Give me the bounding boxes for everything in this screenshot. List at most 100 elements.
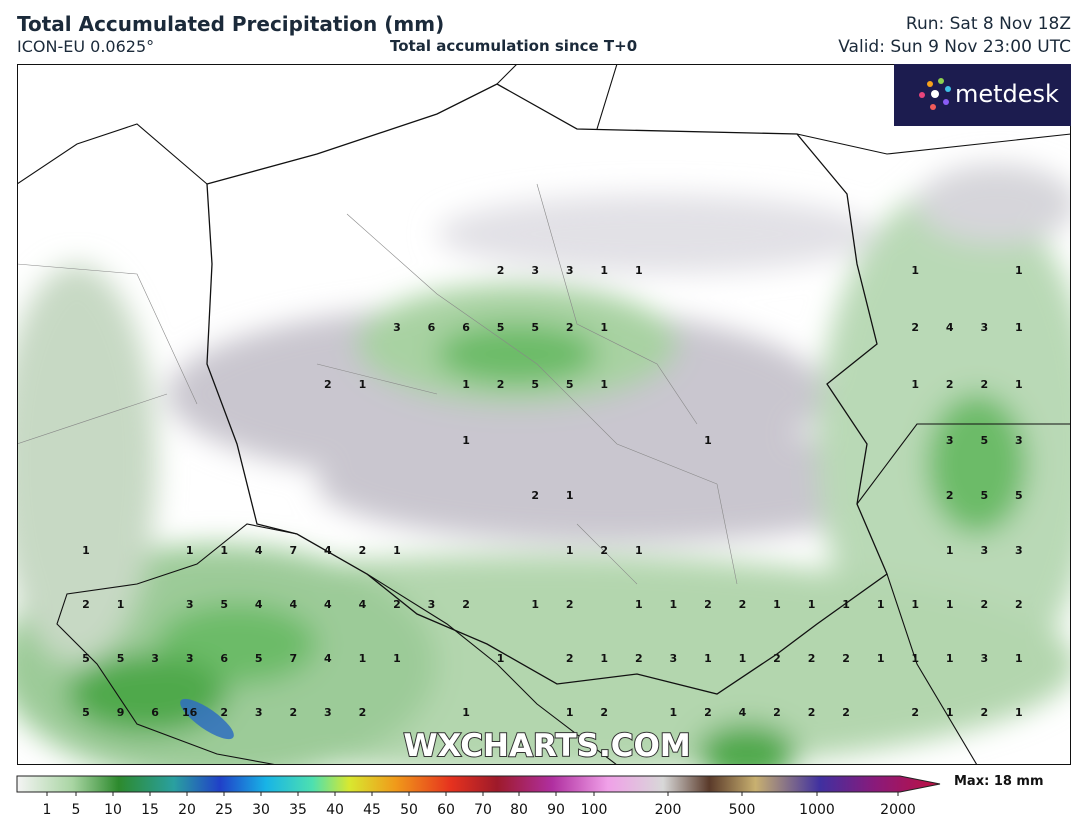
precip-label: 2 xyxy=(359,544,367,557)
precip-label: 3 xyxy=(255,706,263,719)
precip-label: 1 xyxy=(393,652,401,665)
precip-label: 5 xyxy=(497,321,505,334)
precip-label: 5 xyxy=(531,321,539,334)
precip-label: 9 xyxy=(117,706,125,719)
precip-label: 3 xyxy=(531,264,539,277)
valid-time: Valid: Sun 9 Nov 23:00 UTC xyxy=(838,37,1071,57)
precip-label: 3 xyxy=(393,321,401,334)
precip-label: 1 xyxy=(566,706,574,719)
precip-label: 2 xyxy=(324,378,332,391)
precip-label: 2 xyxy=(980,598,988,611)
precip-label: 5 xyxy=(1015,489,1023,502)
precip-label: 2 xyxy=(566,652,574,665)
precip-label: 2 xyxy=(911,706,919,719)
precip-label: 5 xyxy=(82,706,90,719)
colorbar-tick-label: 15 xyxy=(141,802,159,818)
precip-label: 3 xyxy=(428,598,436,611)
precip-label: 5 xyxy=(980,434,988,447)
precip-label: 1 xyxy=(1015,264,1023,277)
precip-label: 1 xyxy=(911,652,919,665)
precip-label: 3 xyxy=(324,706,332,719)
precip-label: 1 xyxy=(911,598,919,611)
precip-label: 4 xyxy=(255,598,263,611)
precip-label: 1 xyxy=(531,598,539,611)
precip-label: 1 xyxy=(600,264,608,277)
precip-label: 1 xyxy=(462,706,470,719)
precip-label: 1 xyxy=(1015,652,1023,665)
colorbar-tick-label: 20 xyxy=(178,802,196,818)
precip-label: 2 xyxy=(842,652,850,665)
precip-label: 2 xyxy=(704,706,712,719)
precip-label: 2 xyxy=(773,706,781,719)
colorbar-tick-label: 200 xyxy=(655,802,682,818)
precip-label: 2 xyxy=(980,378,988,391)
precip-label: 5 xyxy=(531,378,539,391)
map: 2 3 3 1 1 1 1 3 6 6 5 5 2 1 2 4 3 1 2 1 1 2 5 5 1 1 2 2 1 1 1 3 5 3 2 1 2 5 5 1… xyxy=(17,64,1071,765)
precip-label: 2 xyxy=(462,598,470,611)
precip-label: 1 xyxy=(946,652,954,665)
precip-label: 1 xyxy=(566,544,574,557)
precip-label: 2 xyxy=(82,598,90,611)
logo-icon xyxy=(919,78,951,110)
precip-label: 4 xyxy=(324,544,332,557)
precip-label: 1 xyxy=(462,378,470,391)
colorbar-tick-label: 50 xyxy=(400,802,418,818)
precip-label: 4 xyxy=(739,706,747,719)
colorbar-tick-label: 90 xyxy=(547,802,565,818)
precip-label: 2 xyxy=(600,706,608,719)
precip-label: 2 xyxy=(946,378,954,391)
precip-label: 2 xyxy=(739,598,747,611)
precip-label: 1 xyxy=(82,544,90,557)
colorbar-tick-label: 10 xyxy=(104,802,122,818)
precip-label: 4 xyxy=(255,544,263,557)
precip-label: 1 xyxy=(877,598,885,611)
colorbar-tick-label: 2000 xyxy=(880,802,916,818)
colorbar-tick-label: 70 xyxy=(474,802,492,818)
precip-label: 1 xyxy=(220,544,228,557)
colorbar: 1 5 10 15 20 25 30 35 40 45 50 60 70 80 90 100 200 500 100… xyxy=(16,775,941,818)
precip-label: 1 xyxy=(635,544,643,557)
precip-labels: 2 3 3 1 1 1 1 3 6 6 5 5 2 1 2 4 3 1 2 1 1 2 5 5 1 1 2 2 1 1 1 3 5 3 2 1 2 5 5 1… xyxy=(82,264,1023,719)
precip-label: 5 xyxy=(980,489,988,502)
precip-label: 6 xyxy=(462,321,470,334)
colorbar-scale xyxy=(16,775,941,793)
precip-label: 2 xyxy=(773,652,781,665)
precip-label: 1 xyxy=(1015,378,1023,391)
precip-label: 5 xyxy=(117,652,125,665)
colorbar-tick-label: 40 xyxy=(326,802,344,818)
precip-label: 4 xyxy=(324,652,332,665)
colorbar-tick-label: 25 xyxy=(215,802,233,818)
precip-label: 1 xyxy=(911,378,919,391)
precip-label: 1 xyxy=(946,706,954,719)
colorbar-tick-label: 100 xyxy=(581,802,608,818)
precip-label: 2 xyxy=(220,706,228,719)
precip-label: 1 xyxy=(393,544,401,557)
precip-label: 4 xyxy=(946,321,954,334)
precip-label: 1 xyxy=(635,264,643,277)
title: Total Accumulated Precipitation (mm) xyxy=(17,12,445,36)
precip-label: 3 xyxy=(670,652,678,665)
precip-label: 5 xyxy=(566,378,574,391)
precip-label: 4 xyxy=(289,598,297,611)
precip-label: 4 xyxy=(324,598,332,611)
precip-label: 3 xyxy=(186,598,194,611)
precip-label: 2 xyxy=(393,598,401,611)
precip-label: 1 xyxy=(946,544,954,557)
precip-label: 1 xyxy=(497,652,505,665)
precip-label: 3 xyxy=(1015,434,1023,447)
precip-label: 2 xyxy=(635,652,643,665)
precip-label: 1 xyxy=(635,598,643,611)
logo-text: metdesk xyxy=(955,80,1059,108)
precip-label: 7 xyxy=(289,652,297,665)
precip-label: 3 xyxy=(566,264,574,277)
precip-label: 1 xyxy=(566,489,574,502)
precip-label: 3 xyxy=(946,434,954,447)
precip-label: 1 xyxy=(1015,321,1023,334)
precip-label: 1 xyxy=(670,706,678,719)
precip-label: 4 xyxy=(359,598,367,611)
precip-label: 1 xyxy=(600,321,608,334)
precip-label: 1 xyxy=(359,378,367,391)
precip-label: 5 xyxy=(255,652,263,665)
colorbar-tick-label: 35 xyxy=(289,802,307,818)
